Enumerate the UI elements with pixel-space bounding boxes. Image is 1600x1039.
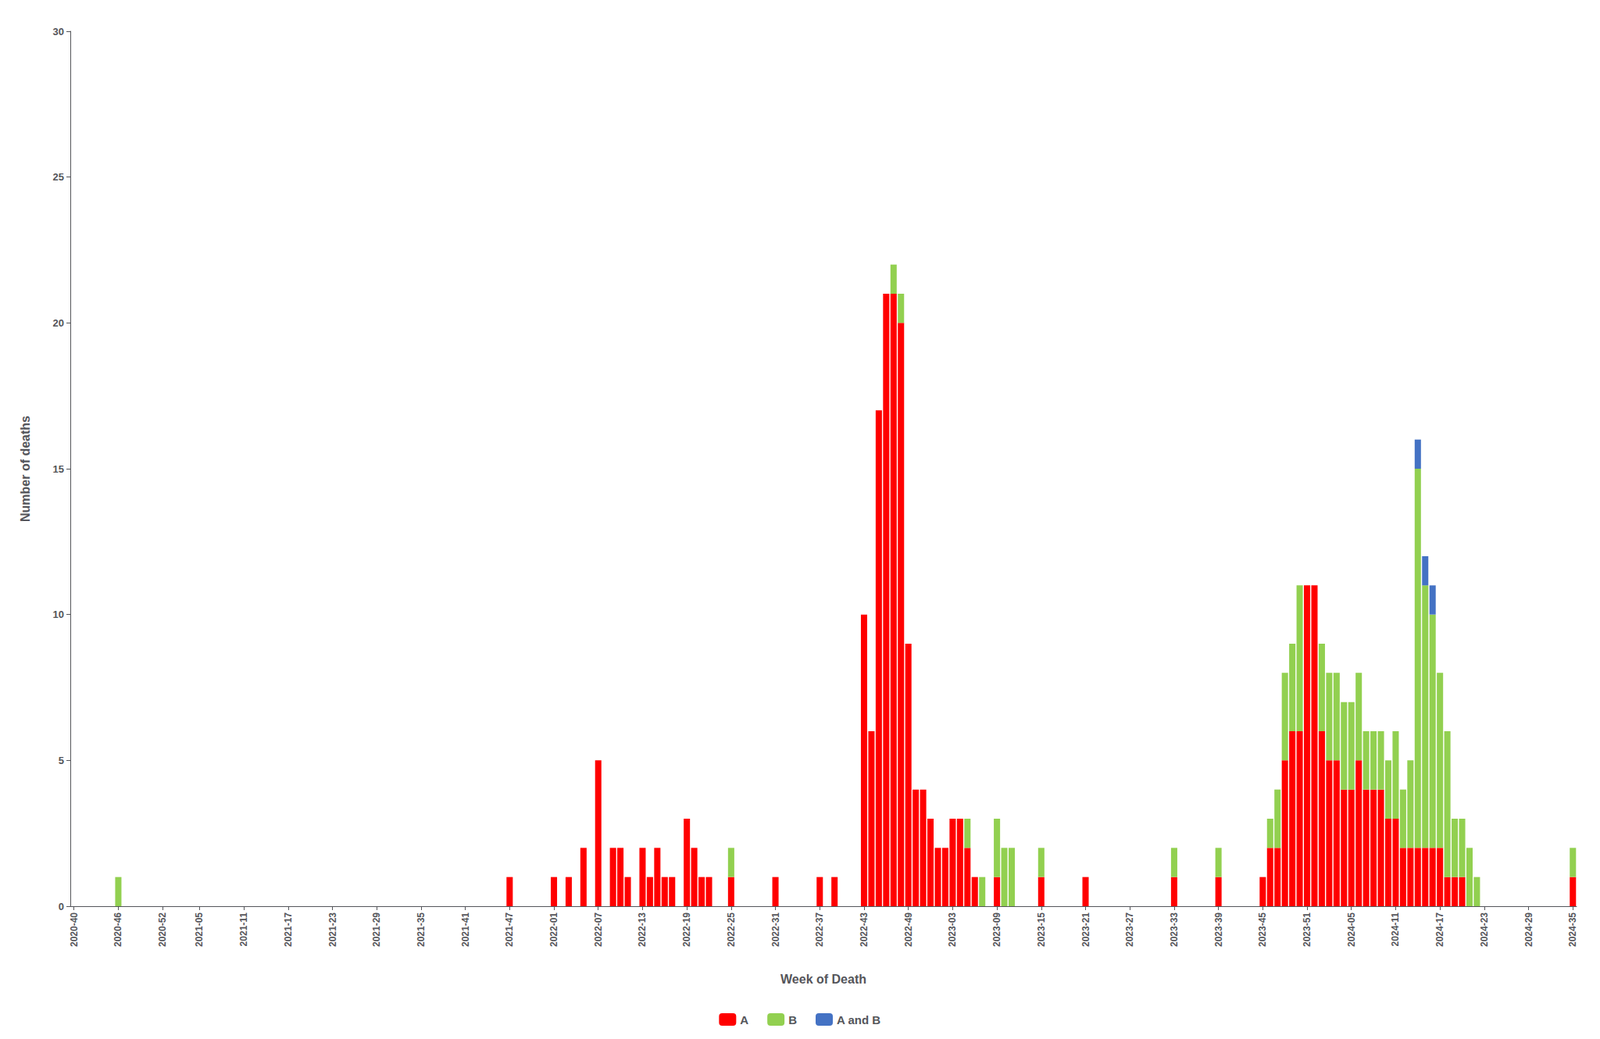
svg-text:2022-31: 2022-31	[770, 912, 782, 947]
svg-text:2021-11: 2021-11	[238, 912, 250, 947]
svg-text:2021-23: 2021-23	[327, 912, 339, 947]
svg-text:2022-25: 2022-25	[725, 912, 737, 947]
svg-text:2024-05: 2024-05	[1346, 912, 1358, 947]
svg-text:2023-39: 2023-39	[1213, 912, 1225, 947]
svg-text:2021-41: 2021-41	[460, 912, 472, 947]
svg-text:2022-19: 2022-19	[681, 912, 693, 947]
svg-text:2023-45: 2023-45	[1257, 912, 1268, 947]
svg-text:2023-51: 2023-51	[1301, 912, 1313, 947]
svg-text:25: 25	[53, 171, 65, 183]
svg-text:2020-46: 2020-46	[112, 912, 124, 947]
svg-text:A and B: A and B	[836, 1013, 881, 1027]
svg-text:2022-43: 2022-43	[858, 912, 870, 947]
svg-text:2024-11: 2024-11	[1389, 912, 1401, 947]
svg-text:A: A	[739, 1013, 749, 1027]
svg-text:2022-37: 2022-37	[814, 912, 825, 947]
svg-text:15: 15	[53, 463, 65, 475]
svg-text:30: 30	[53, 25, 65, 38]
svg-text:2022-01: 2022-01	[548, 912, 560, 947]
svg-text:20: 20	[53, 317, 65, 329]
svg-text:2021-17: 2021-17	[282, 912, 294, 947]
svg-text:Number of deaths: Number of deaths	[18, 415, 33, 522]
svg-text:2021-05: 2021-05	[193, 912, 205, 947]
svg-text:2023-03: 2023-03	[946, 912, 958, 947]
svg-text:2022-49: 2022-49	[903, 912, 915, 947]
svg-text:10: 10	[53, 608, 65, 621]
svg-text:2021-35: 2021-35	[415, 912, 427, 947]
svg-text:2023-33: 2023-33	[1168, 912, 1180, 947]
svg-text:2023-27: 2023-27	[1124, 912, 1136, 947]
svg-text:2023-15: 2023-15	[1035, 912, 1047, 947]
svg-text:2021-47: 2021-47	[503, 912, 515, 947]
svg-text:2023-21: 2023-21	[1080, 912, 1092, 947]
svg-text:2021-29: 2021-29	[371, 912, 383, 947]
svg-text:Week of Death: Week of Death	[780, 972, 867, 986]
svg-text:2024-23: 2024-23	[1478, 912, 1490, 947]
svg-text:0: 0	[58, 900, 65, 913]
svg-text:2024-29: 2024-29	[1523, 912, 1535, 947]
svg-text:5: 5	[58, 754, 65, 767]
svg-text:2024-35: 2024-35	[1567, 912, 1579, 947]
svg-text:2020-40: 2020-40	[68, 912, 80, 947]
svg-text:2022-07: 2022-07	[592, 912, 604, 947]
svg-text:2024-17: 2024-17	[1434, 912, 1446, 947]
svg-text:B: B	[788, 1013, 797, 1027]
svg-text:2023-09: 2023-09	[991, 912, 1003, 947]
svg-text:2022-13: 2022-13	[636, 912, 648, 947]
svg-text:2020-52: 2020-52	[157, 912, 168, 947]
